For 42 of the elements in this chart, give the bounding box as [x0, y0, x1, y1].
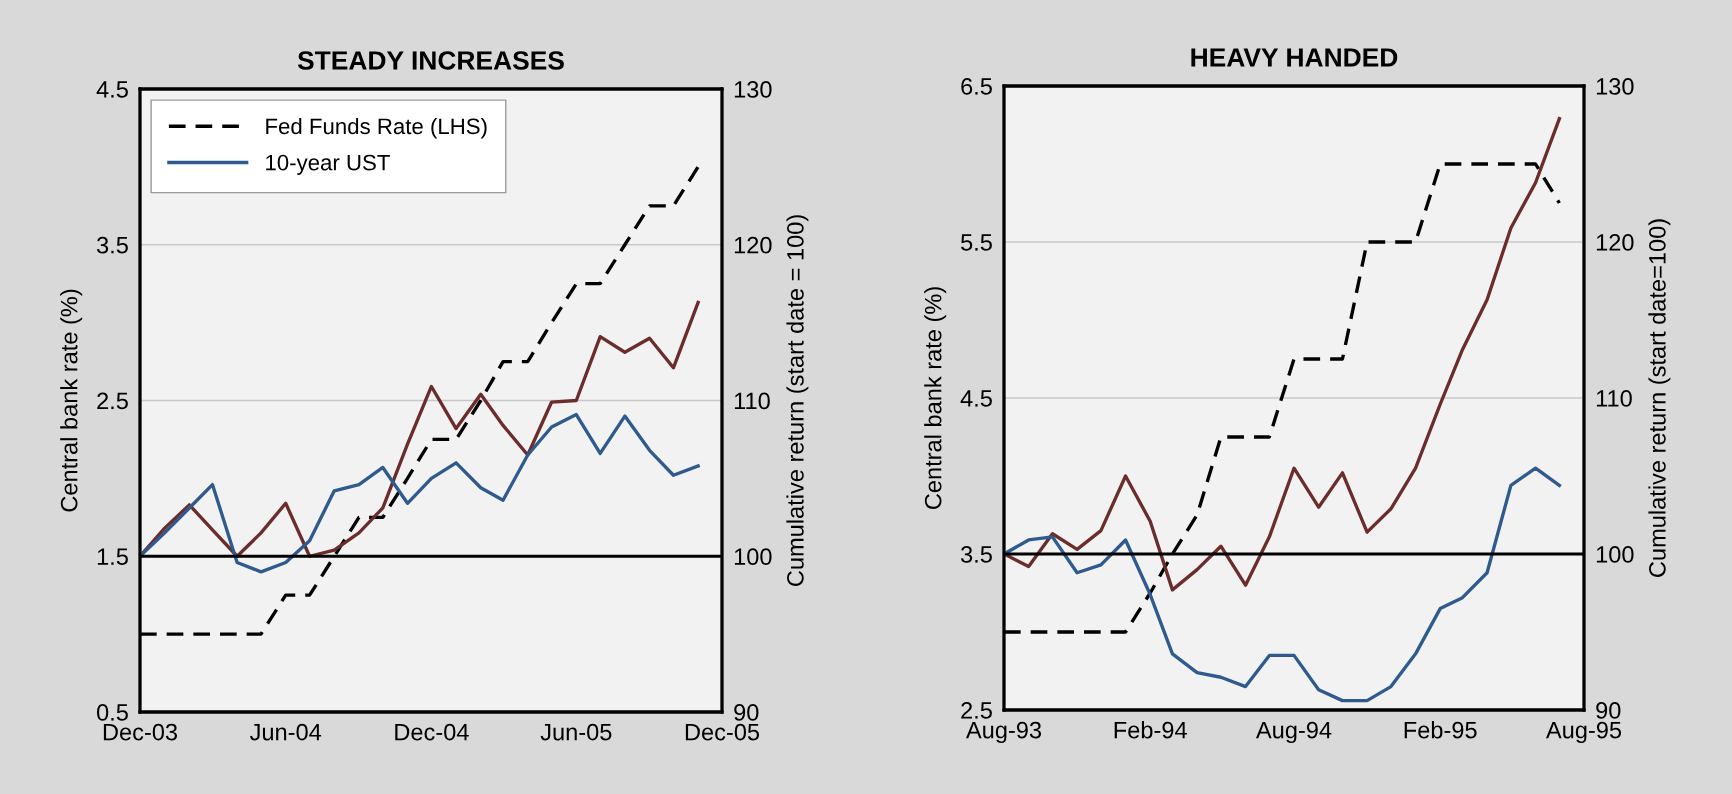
- chart-title: STEADY INCREASES: [297, 51, 564, 70]
- y2-tick-label: 130: [734, 81, 772, 98]
- y2-tick-label: 110: [1596, 390, 1632, 407]
- y2-axis-title: Cumulative return (start date=100): [1648, 219, 1671, 577]
- y2-tick-label: 90: [734, 704, 759, 721]
- x-tick-label: Dec-03: [103, 723, 178, 741]
- line-series: [1004, 466, 1562, 703]
- y2-tick-label: 100: [734, 548, 772, 566]
- y2-tick-label: 120: [734, 236, 772, 254]
- y-tick-label: 6.5: [961, 78, 992, 95]
- y2-tick-label: 120: [1596, 234, 1634, 251]
- y-tick-label: 4.5: [96, 81, 128, 98]
- x-tick-label: Dec-04: [395, 723, 469, 741]
- legend-label: Fed Funds Rate (LHS): [266, 117, 487, 139]
- y-tick-label: 3.5: [96, 236, 128, 254]
- y2-axis-title: Cumulative return (start date = 100): [786, 215, 809, 586]
- chart-title: HEAVY HANDED: [1191, 48, 1398, 67]
- y-tick-label: 2.5: [97, 392, 128, 410]
- x-tick-label: Feb-94: [1114, 721, 1187, 739]
- legend-label: 10-year UST: [266, 154, 390, 175]
- y-tick-label: 2.5: [961, 702, 992, 719]
- x-tick-label: Jun-04: [249, 723, 322, 741]
- y-axis-title: Central bank rate (%): [60, 289, 83, 512]
- y2-tick-label: 110: [734, 392, 770, 410]
- y-tick-label: 1.5: [97, 548, 128, 566]
- line-series: [1004, 117, 1562, 592]
- y-axis-title: Central bank rate (%): [924, 287, 947, 509]
- x-tick-label: Feb-95: [1404, 721, 1477, 739]
- y-tick-label: 4.5: [960, 390, 992, 407]
- y2-tick-label: 130: [1596, 78, 1634, 95]
- y-tick-label: 5.5: [961, 234, 992, 251]
- y2-tick-label: 100: [1596, 546, 1634, 563]
- y-tick-label: 0.5: [96, 704, 128, 721]
- x-tick-label: Aug-95: [1545, 721, 1622, 744]
- line-series: [140, 300, 700, 558]
- x-tick-label: Dec-05: [685, 723, 760, 741]
- x-tick-label: Aug-94: [1255, 721, 1332, 744]
- x-tick-label: Jun-05: [540, 723, 612, 741]
- line-series: [140, 412, 700, 574]
- y-tick-label: 3.5: [960, 546, 992, 563]
- x-tick-label: Aug-93: [965, 721, 1042, 744]
- y2-tick-label: 90: [1596, 702, 1621, 719]
